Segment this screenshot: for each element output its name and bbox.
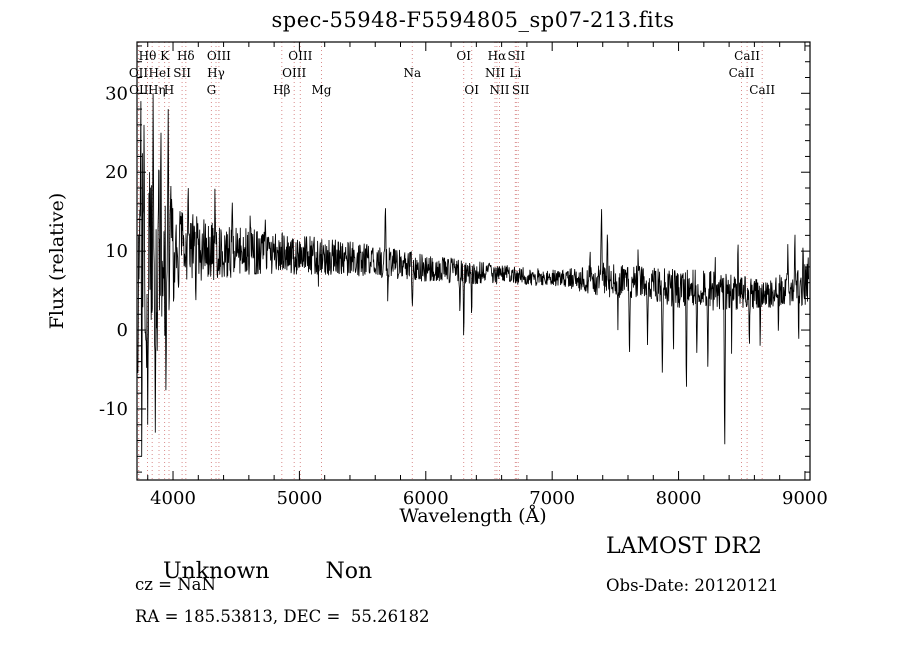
spectral-line-label: OIII (282, 66, 306, 80)
spectral-line-label: OI (464, 83, 479, 97)
spectral-line-label: Hη (148, 83, 166, 97)
ra-dec-label: RA = 185.53813, DEC = 55.26182 (135, 607, 430, 626)
x-tick-label: 9000 (782, 488, 828, 509)
spectral-line-label: CaII (749, 83, 775, 97)
y-tick-label: -10 (99, 399, 128, 420)
spectral-line-label: OIII (288, 49, 312, 63)
cz-label: cz = NaN (135, 575, 216, 594)
survey-label: LAMOST DR2 (606, 534, 762, 559)
spectrum-plot: spec-55948-F5594805_sp07-213.fits Flux (… (46, 8, 828, 527)
y-axis-label: Flux (relative) (46, 193, 68, 330)
y-tick-label: 0 (117, 320, 128, 341)
spectral-line-label: OI (456, 49, 471, 63)
spectral-line-label: Hδ (177, 49, 195, 63)
spectral-line-label: Na (403, 66, 421, 80)
y-tick-label: 10 (105, 241, 128, 262)
spectral-line-label: G (207, 83, 217, 97)
spectrum-trace (137, 93, 810, 457)
plot-title: spec-55948-F5594805_sp07-213.fits (271, 8, 674, 32)
spectral-line-label: K (160, 49, 170, 63)
x-tick-label: 7000 (529, 488, 575, 509)
x-tick-label: 5000 (276, 488, 322, 509)
obs-date-label: Obs-Date: 20120121 (606, 576, 779, 595)
x-tick-label: 6000 (403, 488, 449, 509)
plot-frame (136, 41, 811, 481)
x-axis-label: Wavelength (Å) (399, 505, 546, 527)
spectral-line-label: NII (485, 66, 505, 80)
spectral-line-label: OIII (207, 49, 231, 63)
spectral-line-label: H (164, 83, 174, 97)
classification-line: Unknown Non (135, 534, 372, 609)
subclass-label: Non (325, 559, 373, 584)
spectral-line-label: Hβ (273, 83, 290, 97)
spectral-line-label: Hα (488, 49, 507, 63)
spectral-line-label: Li (509, 66, 521, 80)
spectral-line-label: Hγ (207, 66, 225, 80)
spectral-line-label: CaII (734, 49, 760, 63)
spectral-line-label: HeI (149, 66, 172, 80)
spectral-line-label: NII (490, 83, 510, 97)
x-tick-label: 8000 (656, 488, 702, 509)
spectral-line-label: SII (173, 66, 191, 80)
spectral-line-label: SII (507, 49, 525, 63)
spectral-line-label: OII (129, 83, 149, 97)
y-tick-label: 20 (105, 162, 128, 183)
x-tick-label: 4000 (150, 488, 196, 509)
y-tick-label: 30 (105, 83, 128, 104)
spectral-line-label: SII (512, 83, 530, 97)
spectral-line-label: Hθ (139, 49, 157, 63)
spectral-line-label: CaII (729, 66, 755, 80)
class-label: Unknown (162, 559, 270, 584)
spectral-line-label: OII (129, 66, 149, 80)
spectral-line-label: Mg (312, 83, 332, 97)
